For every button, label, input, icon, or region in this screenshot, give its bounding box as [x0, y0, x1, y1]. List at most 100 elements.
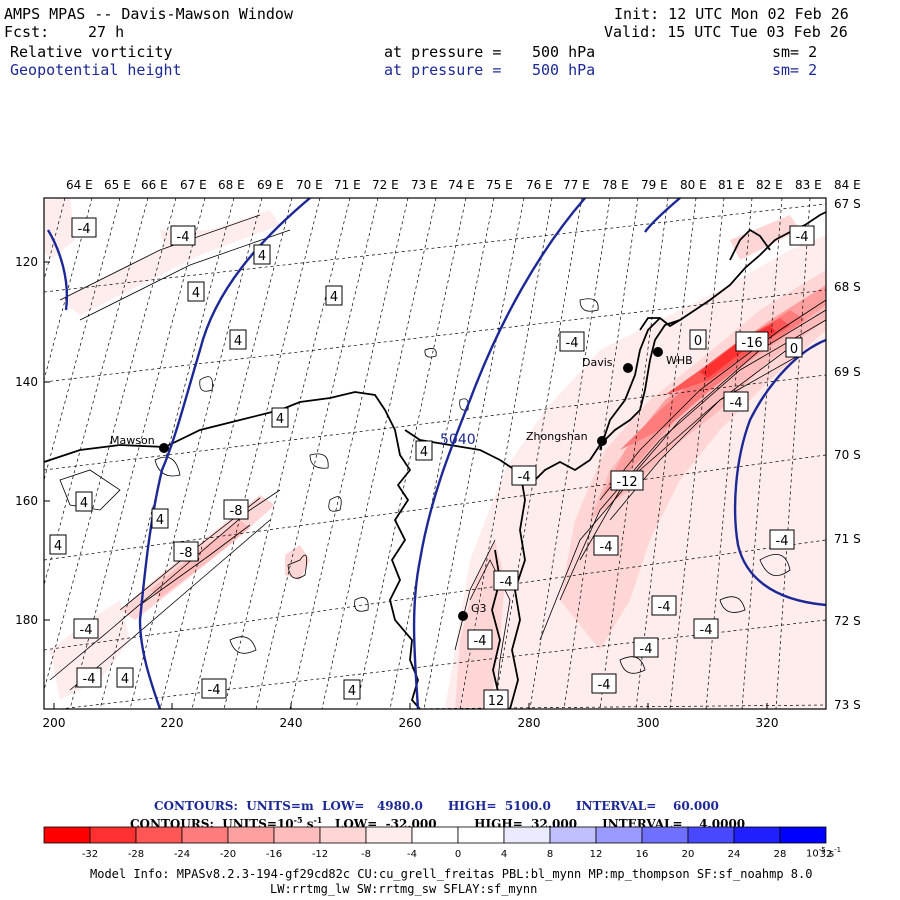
lon-73: 73 E — [411, 178, 438, 192]
svg-text:0: 0 — [790, 342, 798, 357]
svg-text:-4: -4 — [474, 634, 487, 649]
map-title: AMPS MPAS -- Davis-Mawson Window — [4, 5, 293, 23]
graticule — [44, 198, 826, 709]
svg-text:4: 4 — [276, 412, 284, 427]
station-whb-label: WHB — [666, 354, 693, 367]
svg-text:4: 4 — [348, 684, 356, 699]
vorticity-label: -8 — [173, 541, 199, 562]
lat-69: 69 S — [834, 365, 861, 379]
station-davis-label: Davis — [582, 356, 613, 369]
station-g3-label: G3 — [471, 602, 487, 615]
height-contours-info: CONTOURS: UNITS=m LOW= 4980.0 HIGH= 5100… — [154, 799, 719, 813]
vorticity-label: -4 — [769, 529, 795, 550]
vorticity-label: 4 — [343, 679, 361, 700]
lon-68: 68 E — [218, 178, 245, 192]
svg-text:4: 4 — [54, 539, 62, 554]
lon-77: 77 E — [563, 178, 590, 192]
vorticity-label: -4 — [511, 465, 537, 486]
field1-smoothing: sm= 2 — [772, 43, 818, 61]
svg-text:4: 4 — [330, 290, 338, 305]
lon-82: 82 E — [756, 178, 783, 192]
vorticity-label: 4 — [229, 329, 247, 350]
vorticity-label: 4 — [75, 491, 93, 512]
map-frame — [43, 197, 827, 710]
geopotential-contours — [46, 198, 826, 709]
grid-x-200: 200 — [43, 716, 66, 730]
lon-80: 80 E — [680, 178, 707, 192]
axis-ticks — [44, 261, 768, 709]
svg-text:-4: -4 — [208, 683, 221, 698]
station-mawson-marker — [159, 443, 169, 453]
svg-text:-4: -4 — [600, 540, 613, 555]
lon-84: 84 E — [834, 178, 861, 192]
height-contour-label: 5040 — [440, 432, 476, 448]
grid-x-labels: 200 220 240 260 280 300 320 — [43, 716, 779, 730]
model-info-line1: Model Info: MPASv8.2.3-194-gf29cd82c CU:… — [90, 867, 813, 881]
lon-81: 81 E — [718, 178, 745, 192]
vorticity-label: -4 — [693, 618, 719, 639]
svg-text:-4: -4 — [500, 575, 513, 590]
vorticity-contours — [49, 214, 826, 709]
svg-text:12: 12 — [488, 694, 505, 709]
model-info-line2: LW:rrtmg_lw SW:rrtmg_sw SFLAY:sf_mynn — [270, 882, 538, 896]
vorticity-label: -4 — [76, 667, 102, 688]
lon-69: 69 E — [257, 178, 284, 192]
svg-text:4: 4 — [156, 513, 164, 528]
lat-67: 67 S — [834, 197, 861, 211]
vorticity-label: 12 — [483, 689, 509, 710]
lon-76: 76 E — [526, 178, 553, 192]
station-mawson-label: Mawson — [110, 434, 155, 447]
vorticity-label: -4 — [593, 535, 619, 556]
vorticity-label: 4 — [271, 407, 289, 428]
svg-text:-4: -4 — [658, 600, 671, 615]
stations: Mawson Davis WHB Zhongshan G3 — [110, 347, 693, 621]
lon-78: 78 E — [602, 178, 629, 192]
vorticity-label: -4 — [73, 618, 99, 639]
lat-72: 72 S — [834, 614, 861, 628]
grid-x-320: 320 — [756, 716, 779, 730]
svg-text:0: 0 — [694, 334, 702, 349]
grid-x-300: 300 — [637, 716, 660, 730]
grid-x-280: 280 — [518, 716, 541, 730]
vorticity-label: -4 — [591, 673, 617, 694]
grid-x-240: 240 — [280, 716, 303, 730]
svg-text:-4: -4 — [640, 642, 653, 657]
forecast-hours: 27 h — [88, 23, 125, 41]
grid-x-260: 260 — [399, 716, 422, 730]
station-zhongshan-label: Zhongshan — [526, 430, 588, 443]
vorticity-label: 4 — [325, 285, 343, 306]
svg-text:-4: -4 — [796, 230, 809, 245]
vorticity-label: 4 — [49, 534, 67, 555]
svg-text:4: 4 — [192, 286, 200, 301]
grid-y-120: 120 — [15, 255, 38, 269]
svg-text:4: 4 — [80, 496, 88, 511]
station-davis-marker — [623, 363, 633, 373]
field2-pressure-value: 500 hPa — [532, 61, 596, 79]
vorticity-label: 4 — [415, 440, 433, 461]
station-zhongshan-marker — [597, 436, 607, 446]
vorticity-label: 4 — [253, 244, 271, 265]
grid-x-220: 220 — [161, 716, 184, 730]
svg-text:-4: -4 — [518, 470, 531, 485]
svg-text:-4: -4 — [776, 534, 789, 549]
vorticity-label: 0 — [785, 337, 803, 358]
vorticity-label: 0 — [689, 329, 707, 350]
station-whb-marker — [653, 347, 663, 357]
lon-75: 75 E — [486, 178, 513, 192]
vorticity-label: -4 — [651, 595, 677, 616]
svg-text:-4: -4 — [598, 678, 611, 693]
svg-text:-4: -4 — [566, 336, 579, 351]
grid-y-140: 140 — [15, 375, 38, 389]
grid-y-180: 180 — [15, 613, 38, 627]
vorticity-label: -4 — [633, 637, 659, 658]
lon-67: 67 E — [180, 178, 207, 192]
longitude-labels: 64 E 65 E 66 E 67 E 68 E 69 E 70 E 71 E … — [66, 178, 861, 192]
vorticity-label: -4 — [559, 331, 585, 352]
vorticity-label: 4 — [151, 508, 169, 529]
lon-79: 79 E — [641, 178, 668, 192]
svg-text:-8: -8 — [180, 546, 193, 561]
svg-text:4: 4 — [121, 672, 129, 687]
field1-name: Relative vorticity — [10, 43, 173, 61]
lon-71: 71 E — [334, 178, 361, 192]
